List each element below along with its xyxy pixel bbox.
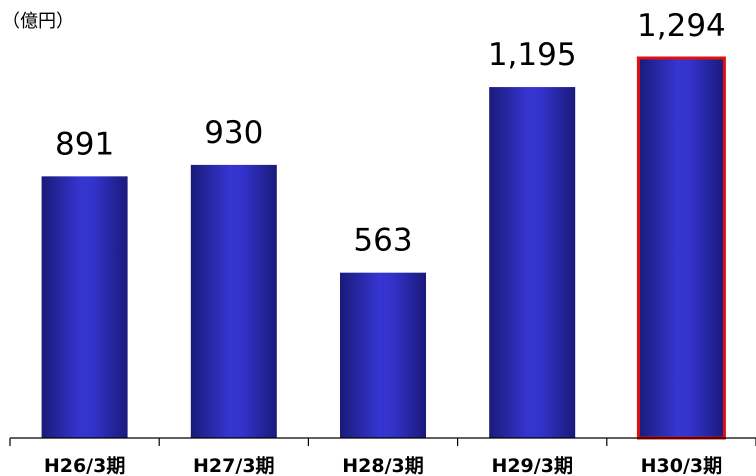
bar-5 [636,56,726,440]
value-label-3: 563 [353,223,412,259]
bar-4 [489,87,576,439]
bar-1 [41,176,128,439]
value-labels-group: 891 930 563 1,195 1,294 [55,8,726,259]
x-tick-label-5: H30/3期 [641,455,723,476]
unit-label: （億円） [2,11,74,32]
x-axis-tick-labels-group: H26/3期 H27/3期 H28/3期 H29/3期 H30/3期 [44,455,722,476]
x-tick-label-2: H27/3期 [193,455,275,476]
value-label-1: 891 [55,126,114,162]
bar-3 [340,272,426,438]
x-tick-label-1: H26/3期 [44,455,126,476]
bar-2 [190,164,277,438]
value-label-5: 1,294 [637,8,726,44]
bars-group [41,56,726,440]
x-tick-label-3: H28/3期 [342,455,424,476]
x-axis-ticks-group [9,438,756,446]
value-label-2: 930 [204,115,263,151]
value-label-4: 1,195 [488,37,577,73]
x-tick-label-4: H29/3期 [491,455,573,476]
